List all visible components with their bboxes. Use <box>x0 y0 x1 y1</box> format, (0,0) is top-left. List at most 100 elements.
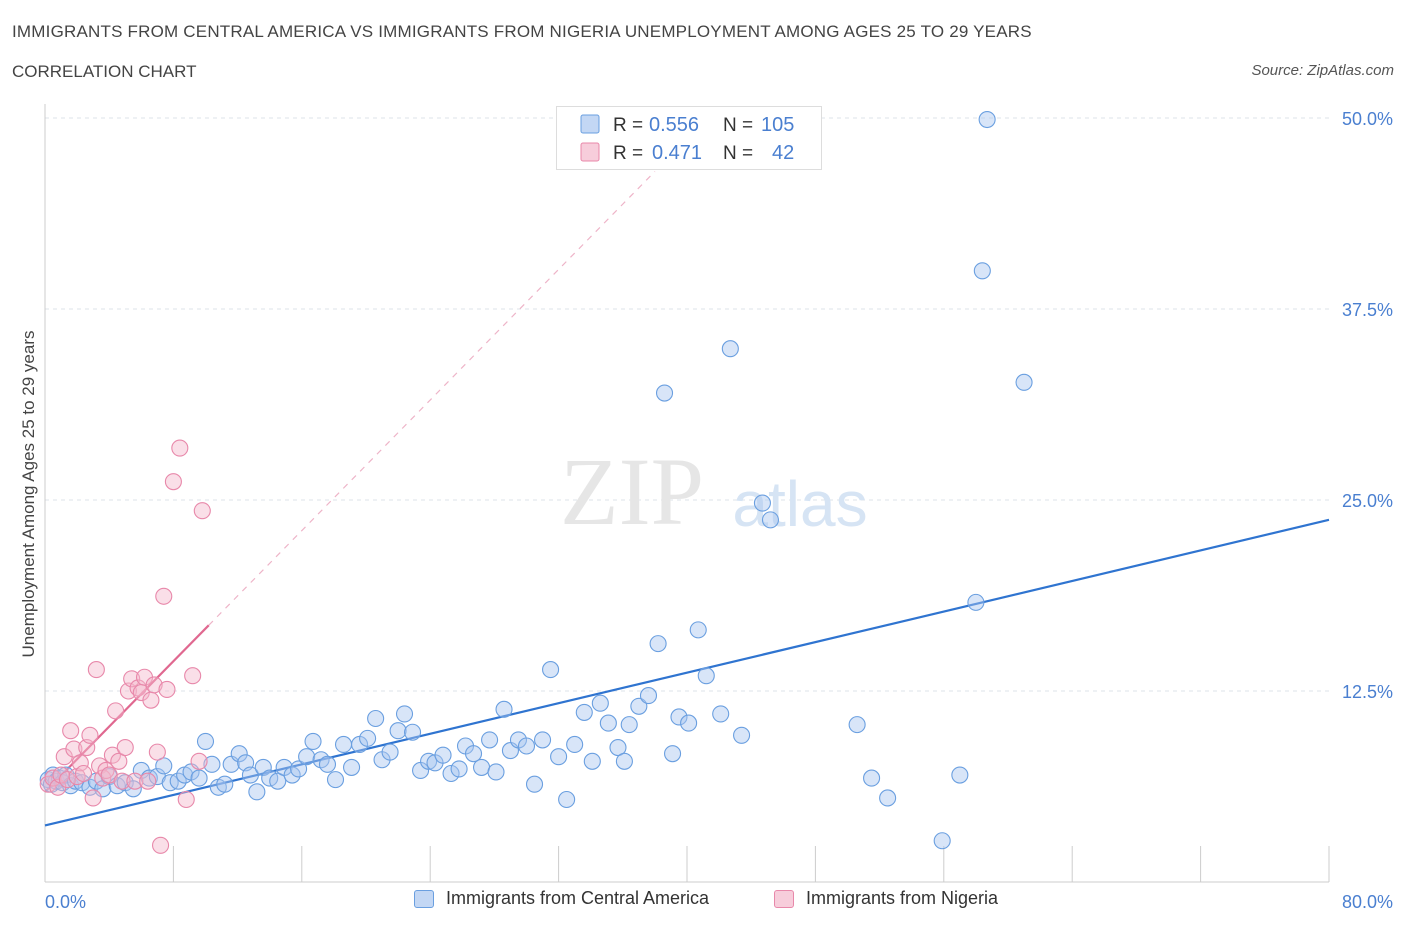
y-tick-label: 25.0% <box>1342 491 1393 511</box>
point-central-america <box>155 757 173 775</box>
stats-swatch-blue <box>580 114 600 134</box>
point-central-america <box>420 752 438 770</box>
point-central-america <box>395 705 414 723</box>
point-central-america <box>290 760 308 778</box>
point-nigeria <box>155 587 173 605</box>
point-central-america <box>196 732 215 750</box>
point-nigeria <box>81 726 99 744</box>
point-central-america <box>712 705 730 723</box>
point-central-america <box>359 729 377 747</box>
point-central-america <box>620 716 638 734</box>
point-nigeria <box>184 667 202 685</box>
point-central-america <box>473 758 491 776</box>
point-central-america <box>481 731 499 749</box>
point-central-america <box>609 738 627 757</box>
point-nigeria <box>103 746 121 764</box>
point-central-america <box>933 832 951 850</box>
point-central-america <box>254 758 272 776</box>
point-nigeria <box>97 761 115 780</box>
stats-r-label: R = <box>613 143 643 164</box>
point-central-america <box>487 763 505 781</box>
x-tick-label: 0.0% <box>45 892 86 912</box>
grid-lines <box>45 117 1329 692</box>
y-tick-label: 12.5% <box>1342 682 1393 702</box>
point-nigeria <box>123 670 141 688</box>
point-central-america <box>464 745 483 763</box>
point-nigeria <box>139 772 157 790</box>
point-central-america <box>495 700 513 718</box>
point-central-america <box>517 737 536 755</box>
point-central-america <box>367 709 385 728</box>
point-central-america <box>343 758 361 776</box>
point-central-america <box>298 748 316 766</box>
point-central-america <box>848 716 866 734</box>
point-central-america <box>525 775 544 793</box>
point-central-america <box>879 789 897 807</box>
point-central-america <box>951 766 969 784</box>
point-central-america <box>967 593 985 611</box>
point-central-america <box>615 752 633 770</box>
legend-swatch-pink <box>774 889 794 908</box>
x-tick-label: 80.0% <box>1342 892 1393 912</box>
point-central-america <box>434 746 452 764</box>
point-central-america <box>761 511 780 529</box>
y-tick-label: 50.0% <box>1342 109 1393 129</box>
point-central-america <box>630 697 648 715</box>
point-central-america <box>389 722 407 740</box>
point-central-america <box>203 755 221 773</box>
watermark-zip: ZIP <box>560 438 704 545</box>
point-central-america <box>978 110 996 129</box>
point-central-america <box>550 748 568 766</box>
point-central-america <box>680 714 698 732</box>
stats-r-label: R = <box>613 115 643 136</box>
point-nigeria <box>193 502 211 520</box>
point-nigeria <box>148 743 166 761</box>
point-nigeria <box>74 764 93 783</box>
point-central-america <box>639 687 658 705</box>
y-tick-label: 37.5% <box>1342 300 1393 320</box>
point-nigeria <box>145 676 163 694</box>
point-central-america <box>583 752 601 770</box>
point-central-america <box>334 735 353 754</box>
trend-line-central-america <box>44 518 1330 827</box>
point-central-america <box>973 262 991 280</box>
axes <box>44 104 1330 883</box>
source-label: Source: ZipAtlas.com <box>1251 62 1394 79</box>
point-central-america <box>591 694 609 712</box>
stats-swatch-pink <box>580 142 600 162</box>
point-nigeria <box>126 772 144 790</box>
point-central-america <box>248 783 266 801</box>
y-axis-label: Unemployment Among Ages 25 to 29 years <box>19 331 38 658</box>
data-points <box>39 110 1033 854</box>
point-nigeria <box>113 772 131 790</box>
point-nigeria <box>158 680 176 699</box>
point-nigeria <box>142 691 160 709</box>
point-central-america <box>566 735 584 754</box>
legend-label: Immigrants from Nigeria <box>806 888 999 908</box>
stats-legend: R = 0.556 N = 105 R = 0.471 N = 42 <box>556 106 822 170</box>
point-central-america <box>670 708 688 726</box>
point-central-america <box>721 340 739 358</box>
point-central-america <box>216 775 234 793</box>
chart-subtitle: CORRELATION CHART <box>12 62 197 81</box>
point-central-america <box>863 769 881 787</box>
point-central-america <box>283 766 301 784</box>
stats-n-value: 105 <box>761 114 794 136</box>
point-nigeria <box>152 836 170 854</box>
stats-r-value: 0.471 <box>652 142 702 164</box>
point-central-america <box>753 494 771 512</box>
point-central-america <box>558 790 576 809</box>
legend-item-nigeria: Immigrants from Nigeria <box>774 888 998 909</box>
point-nigeria <box>110 752 128 770</box>
point-nigeria <box>71 754 89 772</box>
stats-n-label: N = <box>723 115 753 136</box>
point-central-america <box>649 635 667 653</box>
point-central-america <box>1015 373 1033 391</box>
stats-n-value: 42 <box>772 142 794 164</box>
point-central-america <box>269 772 287 790</box>
point-central-america <box>664 745 682 763</box>
point-nigeria <box>116 738 134 757</box>
point-central-america <box>241 766 259 784</box>
point-nigeria <box>58 771 77 789</box>
point-central-america <box>190 769 208 787</box>
